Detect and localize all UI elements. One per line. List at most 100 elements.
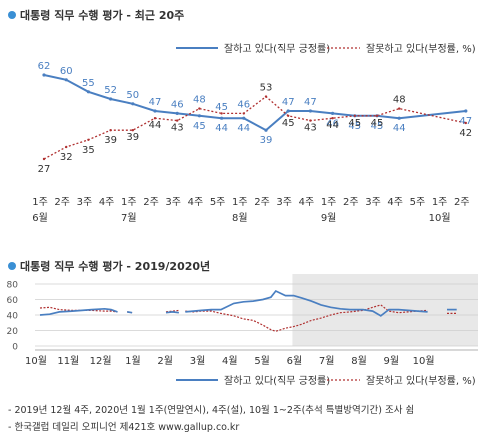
bullet-dot-icon (8, 262, 16, 270)
negative-data-label: 44 (326, 120, 339, 131)
positive-data-label: 44 (393, 123, 406, 134)
positive-data-label: 50 (126, 90, 139, 101)
legend-negative-label: 잘못하고 있다(부정률, %) (366, 42, 476, 55)
positive-data-label: 52 (104, 85, 117, 96)
negative-data-label: 32 (60, 152, 73, 163)
positive-line-segment (127, 311, 133, 314)
x-week-label: 1주 (432, 197, 448, 208)
footnote-2: - 한국갤럽 데일리 오피니언 제421호 www.gallup.co.kr (8, 422, 240, 433)
negative-point (264, 95, 268, 98)
positive-data-label: 55 (82, 78, 95, 89)
positive-line-segment (165, 311, 180, 314)
x-month-label: 1월 (125, 355, 141, 367)
negative-point (131, 129, 134, 132)
negative-data-label: 45 (371, 118, 384, 129)
negative-line-segment (185, 304, 428, 332)
x-week-label: 1주 (121, 197, 137, 208)
positive-point (286, 109, 290, 113)
footnote-1: - 2019년 12월 4주, 2020년 1월 1주(연말연시), 4주(설)… (8, 405, 415, 416)
x-week-label: 4주 (387, 197, 403, 208)
negative-point (153, 117, 157, 120)
x-week-label: 4주 (99, 197, 115, 208)
chart2-title-text: 대통령 직무 수행 평가 - 2019/2020년 (20, 260, 211, 273)
y-tick-label: 80 (7, 281, 19, 291)
positive-data-label-upper: 46 (237, 99, 250, 110)
positive-point (264, 128, 268, 132)
positive-data-label: 45 (371, 121, 384, 132)
positive-point (175, 111, 179, 115)
chart1-title-text: 대통령 직무 수행 평가 - 최근 20주 (20, 9, 185, 22)
negative-point (464, 121, 467, 125)
negative-point (353, 114, 356, 118)
positive-point (464, 109, 468, 113)
negative-point (331, 117, 334, 120)
negative-point (176, 119, 179, 122)
negative-line-segment (165, 309, 179, 313)
y-tick-label: 20 (7, 327, 19, 337)
negative-data-label: 43 (171, 123, 184, 134)
positive-line-segment (185, 289, 428, 317)
x-month-label: 10월 (429, 212, 451, 224)
positive-point (220, 116, 224, 120)
positive-data-label: 47 (304, 97, 317, 108)
x-month-label: 10월 (413, 355, 435, 367)
x-week-label: 5주 (210, 197, 226, 208)
positive-point (131, 102, 135, 106)
x-month-label: 7월 (319, 355, 335, 367)
y-tick-label: 40 (7, 312, 19, 322)
x-month-label: 9월 (384, 355, 400, 367)
positive-point (86, 90, 90, 94)
x-month-label: 5월 (254, 355, 270, 367)
chart2-title: 대통령 직무 수행 평가 - 2019/2020년 (8, 258, 210, 274)
legend-positive-label: 잘하고 있다(직무 긍정률) (224, 42, 330, 55)
x-week-label: 4주 (299, 197, 315, 208)
negative-point (220, 112, 223, 115)
negative-data-label: 27 (38, 164, 51, 175)
negative-point (198, 107, 201, 110)
x-month-label: 6월 (287, 355, 303, 367)
negative-data-label: 44 (149, 120, 162, 131)
x-month-label: 8월 (351, 355, 367, 367)
x-month-label: 9월 (321, 212, 337, 224)
positive-point (64, 78, 68, 82)
negative-data-label: 45 (348, 118, 361, 129)
negative-point (398, 107, 401, 110)
positive-data-label-upper: 48 (193, 95, 206, 106)
negative-point (242, 112, 245, 115)
positive-data-label: 62 (38, 61, 51, 72)
positive-line-segment (39, 307, 118, 316)
positive-point (109, 97, 113, 101)
positive-data-label: 47 (282, 97, 295, 108)
y-tick-label: 60 (7, 296, 19, 306)
x-month-label: 3월 (190, 355, 206, 367)
x-week-label: 1주 (321, 197, 337, 208)
x-week-label: 2주 (343, 197, 359, 208)
x-week-label: 1주 (232, 197, 248, 208)
chart1-legend: 잘하고 있다(직무 긍정률) 잘못하고 있다(부정률, %) (176, 42, 476, 55)
positive-data-label-upper: 45 (215, 102, 228, 113)
x-week-label: 4주 (188, 197, 204, 208)
y-tick-label: 0 (12, 343, 18, 353)
negative-data-label: 53 (260, 83, 273, 94)
legend2-negative-label: 잘못하고 있다(부정률, %) (366, 374, 476, 387)
positive-point (397, 116, 401, 120)
negative-point (87, 138, 90, 141)
positive-data-label: 39 (260, 135, 273, 146)
positive-data-label: 46 (326, 118, 339, 129)
positive-data-label: 60 (60, 66, 73, 77)
negative-point (375, 114, 379, 118)
x-month-label: 7월 (121, 212, 137, 224)
negative-data-label: 35 (82, 145, 95, 156)
positive-point (197, 114, 201, 118)
positive-data-label: 44 (237, 123, 250, 134)
negative-point (42, 157, 46, 161)
positive-data-label: 46 (171, 99, 184, 110)
x-month-label: 4월 (222, 355, 238, 367)
negative-line (43, 95, 466, 160)
bullet-dot-icon (8, 11, 16, 19)
x-month-label: 10월 (25, 355, 47, 367)
x-week-label: 3주 (165, 197, 181, 208)
positive-data-label: 45 (193, 121, 206, 132)
positive-point (308, 109, 312, 113)
